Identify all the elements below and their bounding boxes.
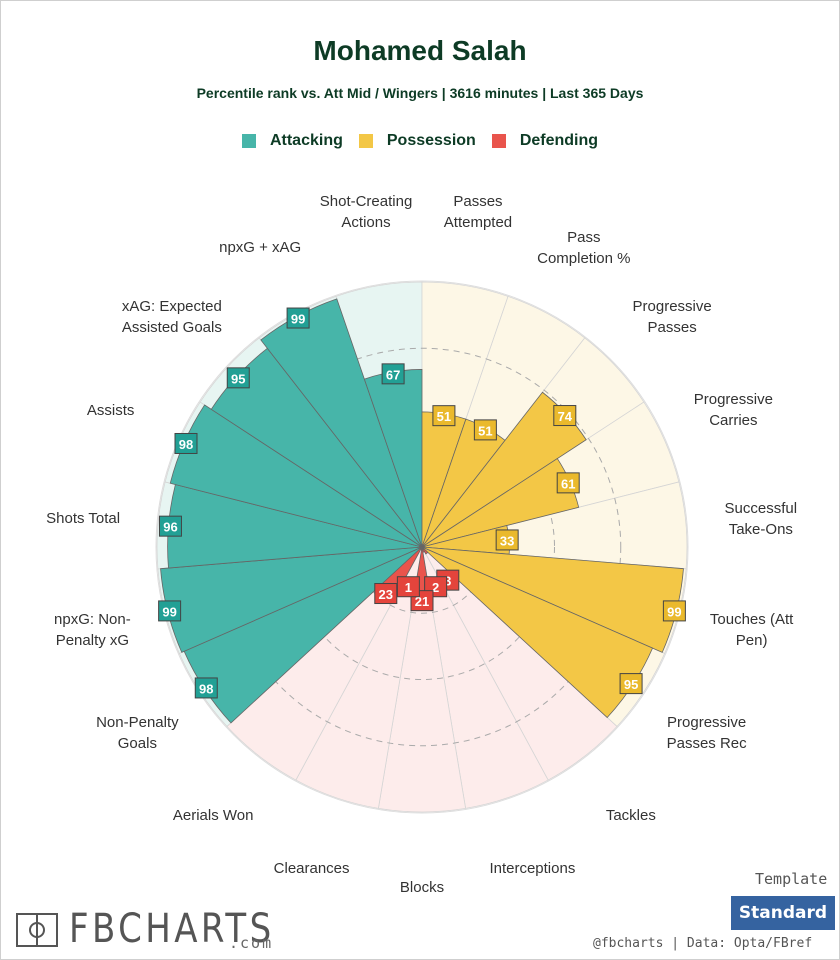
legend: Attacking Possession Defending: [1, 132, 839, 150]
segment-background: [226, 546, 423, 781]
value-label-box: [473, 419, 497, 441]
value-label-text: 96: [163, 520, 177, 535]
outer-ring: [155, 280, 689, 814]
value-label-box: [194, 677, 218, 699]
value-label: 74: [553, 405, 577, 427]
legend-label: Attacking: [269, 132, 343, 149]
category-label: Successful Take-Ons: [724, 499, 798, 538]
category-label: Shots Total: [46, 510, 121, 528]
legend-swatch: [241, 134, 256, 148]
value-label-text: 23: [379, 587, 393, 602]
value-label: 99: [158, 600, 182, 622]
value-label: 98: [194, 677, 218, 699]
value-label-text: 99: [667, 604, 681, 619]
value-label-text: 98: [199, 681, 213, 696]
value-label-box: [158, 600, 182, 622]
value-label: 61: [556, 472, 580, 494]
value-label-box: [495, 529, 519, 551]
value-label-box: [174, 432, 198, 454]
category-label: npxG + xAG: [219, 239, 302, 257]
legend-swatch: [491, 134, 506, 148]
value-label: 95: [226, 367, 250, 389]
value-label: 95: [619, 673, 643, 695]
credit: @fbcharts | Data: Opta/FBref: [593, 936, 813, 951]
category-label: Tackles: [605, 806, 656, 824]
value-label-box: [553, 405, 577, 427]
legend-label: Possession: [386, 132, 476, 149]
category-label: Clearances: [273, 860, 350, 878]
category-label: Progressive Passes: [632, 297, 712, 336]
value-label: 67: [381, 363, 405, 385]
chart-title: Mohamed Salah: [313, 35, 527, 66]
logo: FBCHARTS: [69, 906, 275, 952]
value-label-box: [381, 363, 405, 385]
value-label-text: 61: [561, 476, 575, 491]
value-label-box: [158, 515, 182, 537]
value-label-box: [619, 673, 643, 695]
chart-subtitle: Percentile rank vs. Att Mid / Wingers | …: [196, 85, 644, 101]
category-label: Interceptions: [489, 860, 576, 878]
legend-item: Attacking: [241, 132, 343, 150]
category-label: Touches (Att Pen): [709, 611, 794, 650]
value-label-box: [374, 583, 398, 605]
value-label-text: 99: [291, 312, 305, 327]
category-label: Progressive Carries: [693, 391, 773, 430]
value-label-text: 1: [405, 580, 412, 595]
legend-item: Possession: [358, 132, 476, 150]
ring: [222, 347, 622, 747]
value-label-box: [396, 576, 420, 598]
value-label-text: 74: [558, 409, 573, 424]
category-label: Non-Penalty Goals: [96, 713, 179, 752]
value-label: 51: [432, 405, 456, 427]
value-label: 1: [396, 576, 420, 598]
bars: [160, 298, 684, 724]
value-label-text: 33: [500, 533, 514, 548]
value-label-box: [432, 405, 456, 427]
logo-icon: [16, 913, 58, 947]
template-label: Template: [755, 870, 828, 888]
value-label-text: 67: [386, 367, 400, 382]
value-label-text: 51: [437, 409, 451, 424]
value-label-text: 95: [624, 677, 638, 692]
value-label-text: 51: [478, 423, 492, 438]
legend-swatch: [358, 134, 373, 148]
category-label: Shot-Creating Actions: [319, 192, 413, 231]
category-label: Aerials Won: [172, 806, 254, 824]
legend-item: Defending: [491, 132, 599, 150]
value-label-box: [286, 307, 310, 329]
value-label-box: [556, 472, 580, 494]
category-label: Progressive Passes Rec: [666, 713, 747, 752]
value-label-text: 21: [415, 594, 429, 609]
category-label: xAG: Expected Assisted Goals: [121, 297, 222, 336]
category-label: Pass Completion %: [537, 228, 631, 267]
value-label-text: 3: [444, 574, 451, 589]
category-label: Passes Attempted: [443, 192, 513, 231]
value-label-text: 99: [162, 604, 176, 619]
ring: [289, 414, 555, 680]
logo-suffix: .com: [229, 934, 274, 952]
category-label: Assists: [86, 401, 135, 419]
value-label-text: 2: [432, 580, 439, 595]
legend-label: Defending: [519, 132, 599, 149]
value-label: 99: [662, 600, 686, 622]
bar: [421, 546, 429, 555]
value-label: 33: [495, 529, 519, 551]
template-button[interactable]: Standard: [731, 896, 835, 930]
category-label: npxG: Non- Penalty xG: [54, 611, 131, 650]
value-label-box: [226, 367, 250, 389]
value-label: 51: [473, 419, 497, 441]
value-label: 96: [158, 515, 182, 537]
value-label-box: [662, 600, 686, 622]
value-label-text: 98: [179, 437, 193, 452]
value-label: 99: [286, 307, 310, 329]
value-label-text: 95: [231, 371, 245, 386]
value-label: 23: [374, 583, 398, 605]
category-label: Blocks: [399, 878, 445, 896]
value-label: 98: [174, 432, 198, 454]
